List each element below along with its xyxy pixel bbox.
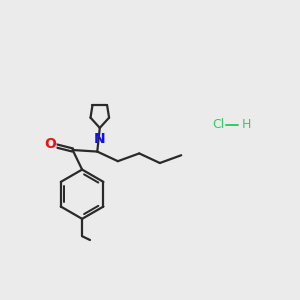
Text: O: O — [44, 137, 56, 151]
Text: H: H — [242, 118, 251, 131]
Text: Cl: Cl — [212, 118, 224, 131]
Text: N: N — [94, 132, 106, 146]
